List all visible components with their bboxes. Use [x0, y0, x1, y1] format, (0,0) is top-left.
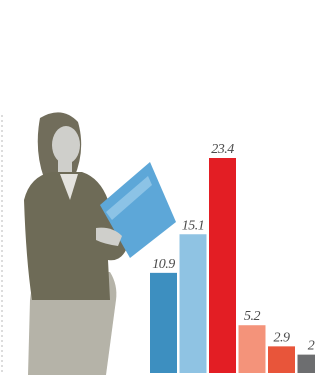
bar	[180, 234, 207, 373]
bar	[150, 273, 177, 373]
bar	[268, 346, 295, 373]
value-label: 23.4	[211, 142, 234, 157]
value-label: 2	[308, 339, 315, 354]
value-label: 15.1	[182, 218, 205, 233]
bar	[298, 355, 316, 373]
chart: 10.9 15.1 23.4 5.2 2.9 2	[0, 0, 315, 375]
bar	[209, 158, 236, 373]
bar	[239, 325, 266, 373]
value-label: 5.2	[244, 309, 261, 324]
bars: 10.9 15.1 23.4 5.2 2.9 2	[150, 142, 315, 373]
value-label: 2.9	[274, 330, 291, 345]
value-label: 10.9	[152, 257, 175, 272]
page: {"chart_data": {"type": "bar", "values":…	[0, 0, 315, 375]
